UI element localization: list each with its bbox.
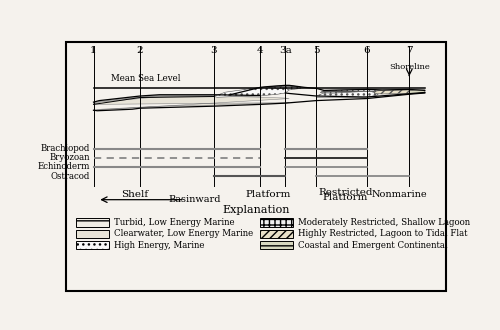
- Polygon shape: [410, 90, 425, 93]
- Text: 7: 7: [406, 46, 412, 55]
- Polygon shape: [94, 96, 289, 110]
- Text: Echinoderm: Echinoderm: [37, 162, 90, 171]
- Polygon shape: [320, 89, 382, 93]
- Text: 5: 5: [313, 46, 320, 55]
- Bar: [76, 218, 109, 227]
- Text: Explanation: Explanation: [222, 205, 290, 215]
- Text: Mean Sea Level: Mean Sea Level: [111, 74, 180, 83]
- Text: Platform: Platform: [322, 193, 368, 202]
- Text: Highly Restricted, Lagoon to Tidal Flat: Highly Restricted, Lagoon to Tidal Flat: [298, 229, 467, 239]
- Text: Platform: Platform: [245, 190, 290, 199]
- Text: Clearwater, Low Energy Marine: Clearwater, Low Energy Marine: [114, 229, 253, 239]
- Text: 3a: 3a: [279, 46, 291, 55]
- Polygon shape: [268, 85, 301, 90]
- Text: 4: 4: [257, 46, 264, 55]
- Bar: [76, 230, 109, 238]
- Text: Shoreline: Shoreline: [389, 63, 430, 71]
- Text: Bryozoan: Bryozoan: [49, 153, 90, 162]
- Text: Turbid, Low Energy Marine: Turbid, Low Energy Marine: [114, 218, 234, 227]
- Polygon shape: [94, 95, 218, 104]
- Text: High Energy, Marine: High Energy, Marine: [114, 241, 204, 250]
- Text: 1: 1: [90, 46, 97, 55]
- Bar: [260, 218, 293, 227]
- Polygon shape: [316, 91, 378, 98]
- Text: Brachiopod: Brachiopod: [40, 144, 90, 153]
- Text: 2: 2: [136, 46, 143, 55]
- Bar: [260, 230, 293, 238]
- Text: Coastal and Emergent Continental: Coastal and Emergent Continental: [298, 241, 448, 250]
- Polygon shape: [374, 90, 413, 94]
- Text: Moderately Restricted, Shallow Lagoon: Moderately Restricted, Shallow Lagoon: [298, 218, 470, 227]
- Text: Shelf: Shelf: [120, 190, 148, 199]
- Bar: [260, 241, 293, 249]
- Text: Nonmarine: Nonmarine: [371, 190, 427, 199]
- Text: 6: 6: [364, 46, 370, 55]
- Text: Ostracod: Ostracod: [50, 172, 90, 181]
- Polygon shape: [214, 86, 289, 97]
- Text: Restricted: Restricted: [318, 187, 372, 197]
- Text: 3: 3: [210, 46, 217, 55]
- Bar: [76, 241, 109, 249]
- Text: Basinward: Basinward: [168, 195, 220, 204]
